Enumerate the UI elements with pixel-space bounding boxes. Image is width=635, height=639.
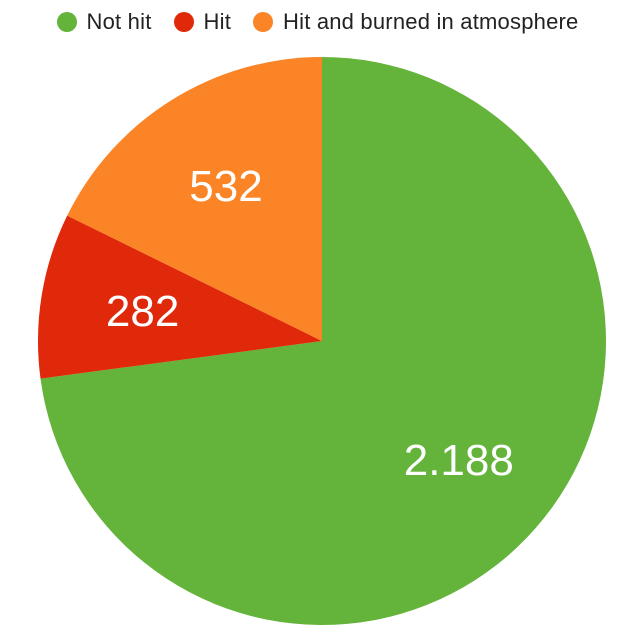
slice-value-label-hit-and-burned: 532 [189,162,262,211]
slice-value-label-not-hit: 2.188 [404,436,514,485]
slice-value-label-hit: 282 [106,287,179,336]
legend-item-not-hit: Not hit [56,9,152,35]
legend-swatch-hit-and-burned [253,12,274,32]
pie-slice-hit [37,215,323,379]
legend-item-hit-and-burned: Hit and burned in atmosphere [253,9,578,35]
pie-slices [37,56,606,626]
legend-swatch-hit [173,12,194,32]
legend-swatch-not-hit [56,12,77,32]
pie-slice-labels: 2.188 282 532 [106,162,514,485]
chart-legend: Not hit Hit Hit and burned in atmosphere [0,0,635,44]
legend-item-hit: Hit [173,9,232,35]
legend-label-hit: Hit [203,9,232,34]
legend-label-not-hit: Not hit [86,9,152,34]
pie-slice-hit-and-burned [67,56,323,342]
legend-label-hit-and-burned: Hit and burned in atmosphere [283,9,579,34]
pie-slice-not-hit [40,57,606,626]
